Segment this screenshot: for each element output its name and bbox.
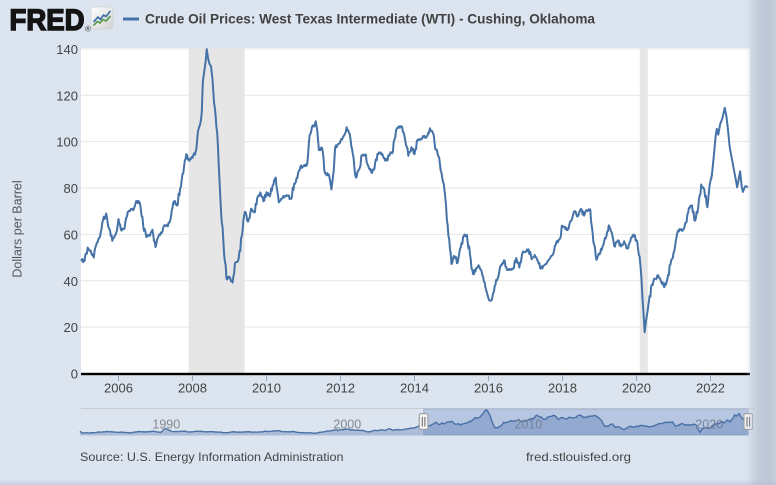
svg-text:FRED: FRED [10,4,85,37]
svg-text:Crude Oil Prices: West Texas I: Crude Oil Prices: West Texas Intermediat… [145,12,595,27]
svg-text:2022: 2022 [696,381,725,396]
svg-text:2000: 2000 [333,418,361,432]
svg-text:0: 0 [71,367,78,382]
svg-text:100: 100 [56,135,78,150]
svg-text:fred.stlouisfed.org: fred.stlouisfed.org [526,450,631,464]
svg-text:2018: 2018 [548,381,577,396]
svg-text:80: 80 [64,181,78,196]
svg-text:2020: 2020 [622,381,651,396]
svg-text:2014: 2014 [400,381,429,396]
svg-text:2012: 2012 [326,381,355,396]
svg-text:120: 120 [56,88,78,103]
svg-text:1990: 1990 [152,418,180,432]
svg-text:2008: 2008 [178,381,207,396]
svg-text:Source: U.S. Energy Informatio: Source: U.S. Energy Information Administ… [80,450,344,464]
svg-text:20: 20 [64,320,78,335]
svg-text:Dollars per Barrel: Dollars per Barrel [11,180,25,277]
svg-text:2010: 2010 [514,418,542,432]
svg-text:®: ® [85,25,91,34]
svg-text:2010: 2010 [252,381,281,396]
svg-text:140: 140 [56,42,78,57]
svg-text:2006: 2006 [104,381,133,396]
svg-text:2020: 2020 [695,418,723,432]
svg-text:40: 40 [64,274,78,289]
svg-text:60: 60 [64,227,78,242]
svg-text:2016: 2016 [474,381,503,396]
